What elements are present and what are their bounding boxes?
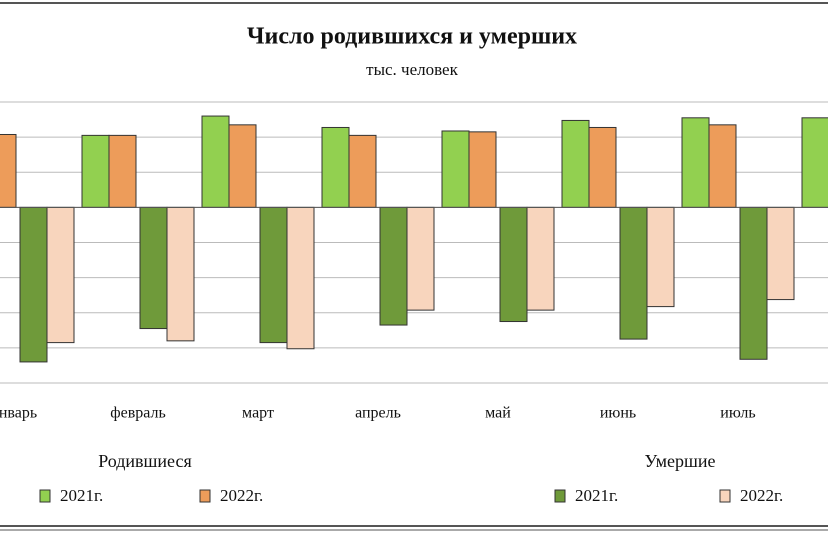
legend-label: 2022г.	[220, 486, 263, 505]
x-tick-label: нварь	[0, 405, 37, 422]
legend-label: 2021г.	[575, 486, 618, 505]
bar	[286, 206, 315, 350]
bar	[468, 131, 497, 208]
bar	[499, 206, 528, 323]
legend-group-title: Умершие	[644, 451, 715, 471]
bar	[766, 206, 795, 301]
x-tick-label: июнь	[600, 405, 636, 422]
legend-label: 2022г.	[740, 486, 783, 505]
bar	[681, 117, 710, 208]
bar	[321, 126, 350, 208]
bar	[46, 206, 75, 344]
chart-subtitle: тыс. человек	[366, 60, 458, 79]
bar	[81, 134, 110, 208]
bar	[139, 206, 168, 330]
bar	[619, 206, 648, 340]
bar	[348, 134, 377, 208]
x-tick-label: февраль	[110, 405, 166, 422]
bar	[561, 119, 590, 208]
bar	[108, 134, 137, 208]
bar	[406, 206, 435, 311]
x-tick-label: июль	[720, 405, 755, 422]
legend-swatch	[719, 489, 731, 503]
bar	[166, 206, 195, 342]
legend-swatch	[199, 489, 211, 503]
legend-swatch	[39, 489, 51, 503]
chart-title: Число родившихся и умерших	[247, 24, 577, 50]
bar	[801, 117, 828, 208]
bar	[259, 206, 288, 344]
bar	[228, 124, 257, 208]
bar	[441, 130, 470, 208]
legend-group-title: Родившиеся	[98, 451, 192, 471]
legend-label: 2021г.	[60, 486, 103, 505]
bar	[708, 124, 737, 208]
x-tick-label: март	[242, 405, 274, 422]
bar	[646, 206, 675, 308]
bar	[0, 133, 17, 208]
bar	[526, 206, 555, 311]
bar	[588, 126, 617, 208]
legend-swatch	[554, 489, 566, 503]
x-tick-label: апрель	[355, 405, 401, 422]
bar	[19, 206, 48, 363]
bar	[739, 206, 768, 360]
x-tick-label: май	[485, 405, 511, 422]
bar	[201, 115, 230, 208]
bar	[379, 206, 408, 326]
